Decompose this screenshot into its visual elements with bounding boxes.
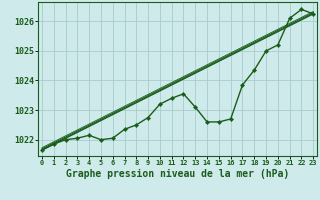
X-axis label: Graphe pression niveau de la mer (hPa): Graphe pression niveau de la mer (hPa) <box>66 169 289 179</box>
